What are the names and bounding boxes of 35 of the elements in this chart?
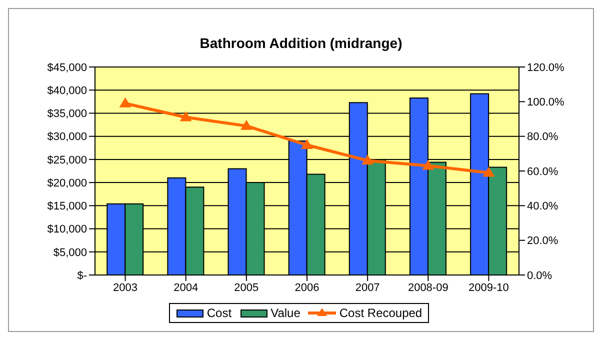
y-tick-label: $20,000 xyxy=(47,177,87,190)
y2-tick-label: 80.0% xyxy=(527,131,558,144)
x-tick-label: 2009-10 xyxy=(468,282,509,294)
y2-tick-label: 100.0% xyxy=(527,96,565,109)
y-tick-label: $35,000 xyxy=(47,108,87,120)
y-tick-label: $15,000 xyxy=(47,200,87,213)
point xyxy=(180,111,192,122)
y-tick-label: $5,000 xyxy=(53,246,87,259)
x-tick-label: 2004 xyxy=(174,282,198,294)
point xyxy=(119,97,132,108)
y2-tick-label: 20.0% xyxy=(527,235,558,248)
y2-tick-label: 0.0% xyxy=(527,270,552,282)
y-tick-label: $25,000 xyxy=(47,154,87,166)
y-tick-label: $40,000 xyxy=(47,85,87,98)
legend-label: Cost Recouped xyxy=(338,306,422,320)
y-tick-label: $45,000 xyxy=(47,62,87,74)
x-tick-label: 2008-09 xyxy=(408,282,448,294)
point xyxy=(301,139,313,149)
y2-tick-label: 60.0% xyxy=(527,166,558,178)
x-tick-label: 2005 xyxy=(234,282,259,294)
point xyxy=(482,166,495,177)
point xyxy=(422,160,434,170)
x-tick-label: 2007 xyxy=(355,282,380,294)
point xyxy=(240,120,252,130)
x-tick-label: 2003 xyxy=(113,282,138,294)
chart-title: Bathroom Addition (midrange) xyxy=(198,34,404,53)
y2-tick-label: 40.0% xyxy=(527,200,558,213)
x-tick-label: 2006 xyxy=(294,282,320,294)
y-tick-label: $- xyxy=(77,270,88,282)
y-tick-label: $30,000 xyxy=(47,131,87,144)
y-tick-label: $10,000 xyxy=(47,224,87,236)
y2-tick-label: 120.0% xyxy=(527,62,565,74)
point xyxy=(362,154,374,165)
legend-label: Value xyxy=(270,306,300,320)
legend-label: Cost xyxy=(206,306,232,320)
